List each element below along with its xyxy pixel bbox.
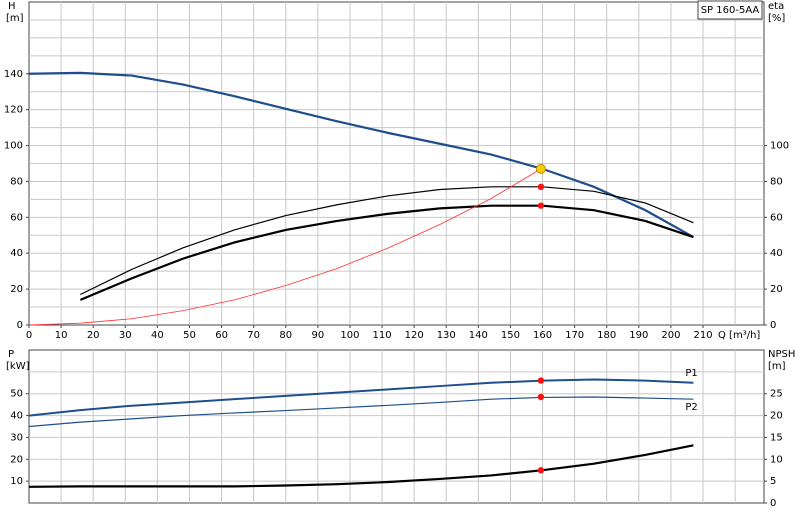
y-tick-label: 60 <box>10 212 23 223</box>
y-tick-label: 120 <box>4 105 23 116</box>
y2-tick-label: 15 <box>770 432 783 443</box>
y2-tick-label: 20 <box>770 284 783 295</box>
x-tick-label: 160 <box>533 330 552 341</box>
y2-tick-label: 25 <box>770 389 783 400</box>
series-label: P2 <box>685 402 697 413</box>
y2-axis-title: NPSH <box>768 349 795 360</box>
y2-tick-label: 40 <box>770 248 783 259</box>
y-tick-label: 40 <box>10 411 23 422</box>
y2-axis-unit: [m] <box>768 361 786 372</box>
y-axis-title: H <box>8 1 16 12</box>
plot-frame <box>28 349 765 504</box>
x-tick-label: 190 <box>629 330 648 341</box>
y2-tick-label: 5 <box>770 476 776 487</box>
series-line <box>28 444 694 488</box>
y2-axis-title: eta <box>768 1 784 12</box>
x-tick-label: 10 <box>55 330 68 341</box>
y-tick-label: 80 <box>10 176 23 187</box>
x-tick-label: 130 <box>437 330 456 341</box>
duty-point <box>537 377 545 384</box>
duty-point <box>537 202 545 209</box>
x-tick-label: 100 <box>340 330 359 341</box>
x-tick-label: 30 <box>119 330 132 341</box>
series-line <box>80 186 694 296</box>
series-line <box>28 378 694 417</box>
series-line <box>28 396 694 428</box>
x-tick-label: 50 <box>183 330 196 341</box>
y-tick-label: 50 <box>10 389 23 400</box>
x-tick-label: 70 <box>247 330 260 341</box>
y2-tick-label: 80 <box>770 176 783 187</box>
y-tick-label: 100 <box>4 141 23 152</box>
x-tick-label: 40 <box>151 330 164 341</box>
x-axis-title: Q [m³/h] <box>718 330 760 341</box>
legend-text: SP 160-5AA <box>701 5 760 16</box>
duty-point <box>537 467 545 474</box>
x-tick-label: 210 <box>693 330 712 341</box>
y2-tick-label: 0 <box>770 320 776 331</box>
x-tick-label: 200 <box>661 330 680 341</box>
y2-tick-label: 10 <box>770 454 783 465</box>
x-tick-label: 80 <box>279 330 292 341</box>
y2-tick-label: 0 <box>770 498 776 509</box>
y-axis-unit: [m] <box>6 13 24 24</box>
series-line <box>79 204 694 301</box>
duty-point <box>535 163 546 174</box>
y-tick-label: 40 <box>10 248 23 259</box>
y-tick-label: 0 <box>17 320 23 331</box>
y2-tick-label: 60 <box>770 212 783 223</box>
x-tick-label: 60 <box>215 330 228 341</box>
duty-point <box>537 393 545 401</box>
series-label: P1 <box>685 368 697 379</box>
x-tick-label: 150 <box>501 330 520 341</box>
y2-axis-unit: [%] <box>768 13 785 24</box>
x-tick-label: 180 <box>597 330 616 341</box>
x-tick-label: 170 <box>565 330 584 341</box>
y-tick-label: 20 <box>10 454 23 465</box>
legend-box <box>697 0 763 20</box>
x-tick-label: 120 <box>405 330 424 341</box>
y-tick-label: 30 <box>10 432 23 443</box>
y-axis-title: P <box>8 349 14 360</box>
y-tick-label: 140 <box>4 69 23 80</box>
y2-tick-label: 20 <box>770 411 783 422</box>
series-line <box>28 71 694 239</box>
x-tick-label: 20 <box>87 330 100 341</box>
x-tick-label: 0 <box>26 330 32 341</box>
y-axis-unit: [kW] <box>6 361 30 372</box>
x-tick-label: 90 <box>311 330 324 341</box>
y-tick-label: 10 <box>10 476 23 487</box>
x-tick-label: 110 <box>373 330 392 341</box>
x-tick-label: 140 <box>469 330 488 341</box>
duty-point <box>537 183 545 191</box>
series-line <box>28 168 542 326</box>
y2-tick-label: 100 <box>770 141 789 152</box>
y-tick-label: 20 <box>10 284 23 295</box>
